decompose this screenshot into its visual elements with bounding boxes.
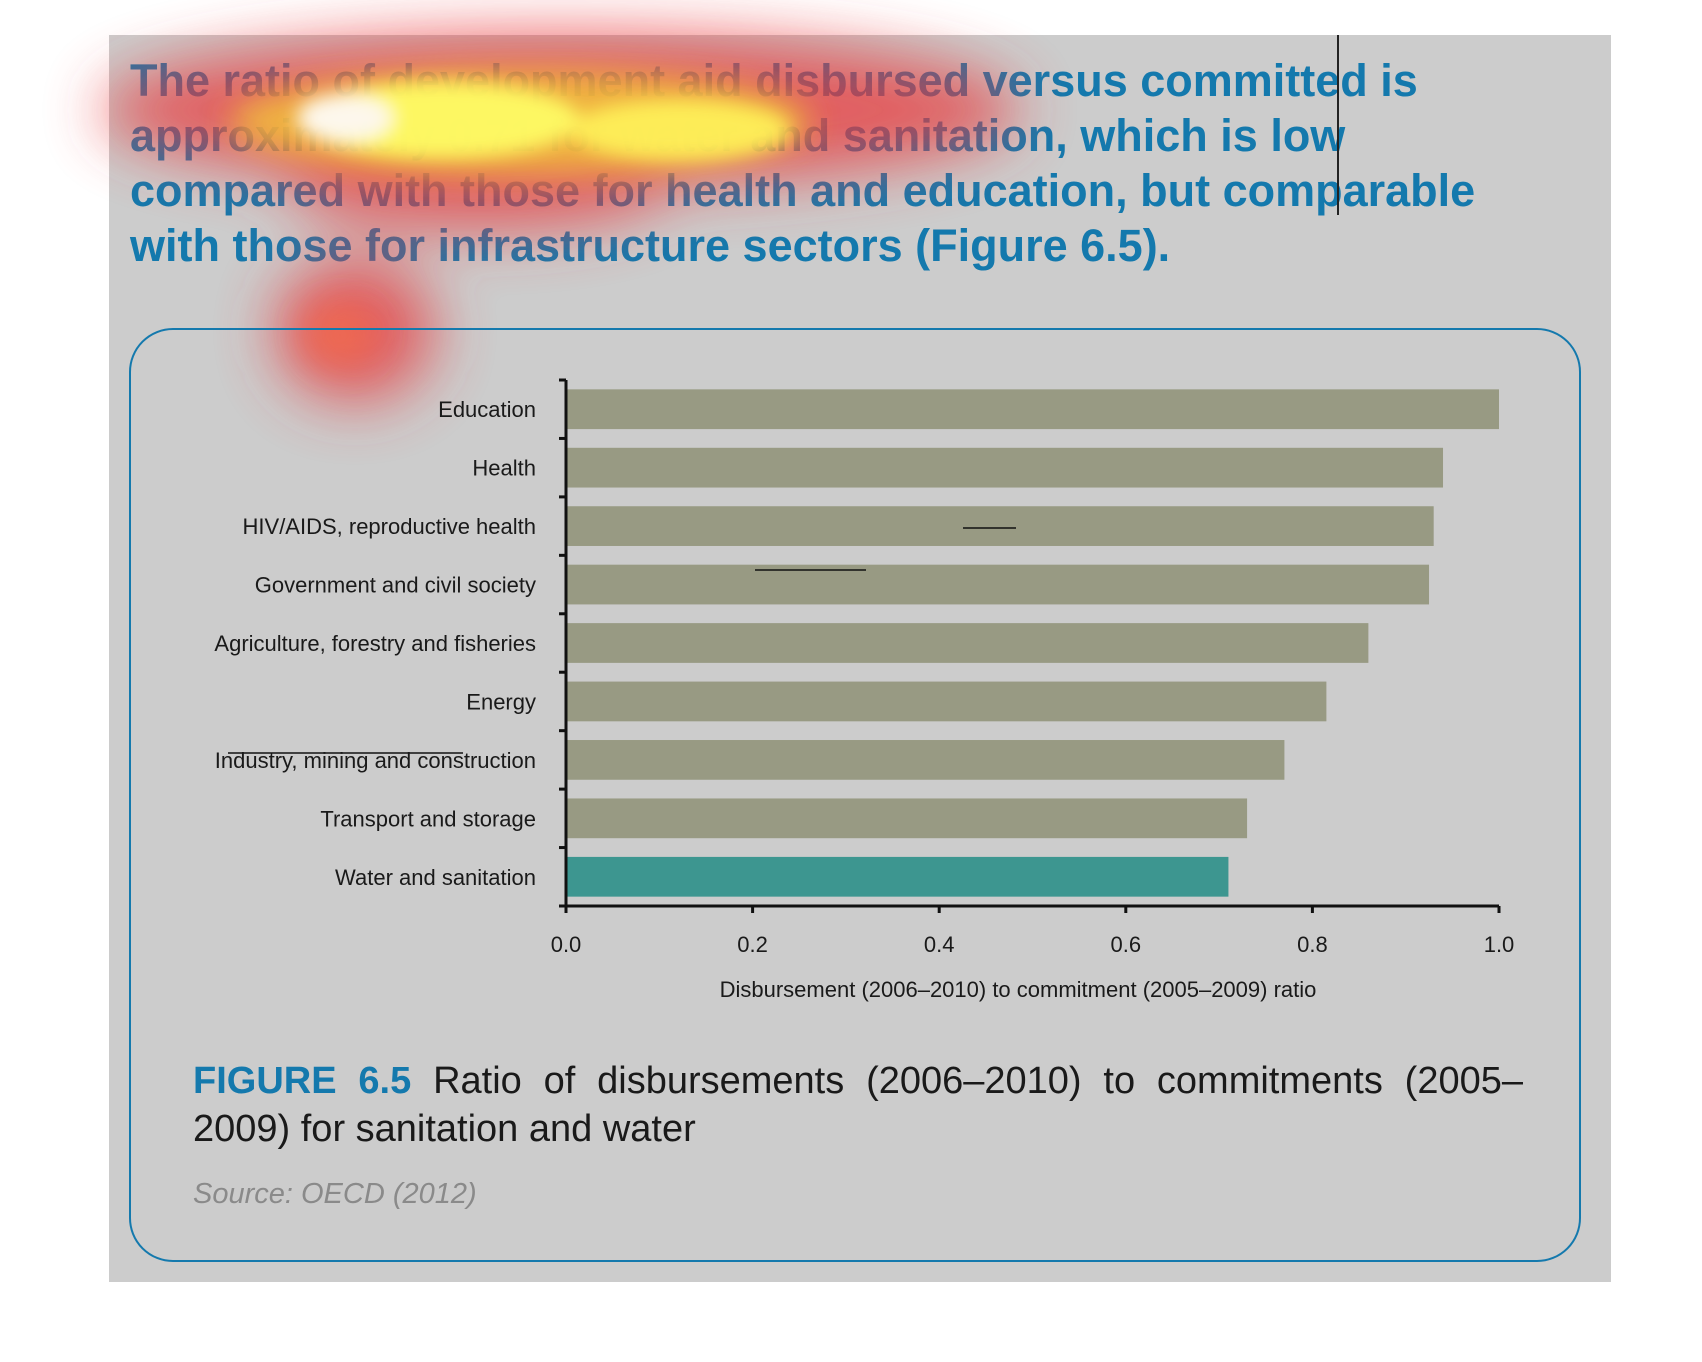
- x-axis-title: Disbursement (2006–2010) to commitment (…: [720, 977, 1317, 1002]
- x-tick-label: 0.2: [737, 932, 768, 957]
- x-tick-label: 0.6: [1111, 932, 1142, 957]
- figure-caption: FIGURE 6.5 Ratio of disbursements (2006–…: [193, 1057, 1523, 1153]
- y-tick-label: Energy: [466, 689, 536, 714]
- bar-water-and-sanitation: [566, 856, 1229, 897]
- y-tick-label: Industry, mining and construction: [215, 748, 536, 773]
- figure-source: Source: OECD (2012): [193, 1178, 477, 1210]
- bars-group: [566, 389, 1499, 897]
- bar-transport-and-storage: [566, 798, 1248, 839]
- x-tick-label: 0.0: [551, 932, 582, 957]
- y-tick-label: Government and civil society: [255, 573, 536, 598]
- x-tick-label: 1.0: [1484, 932, 1515, 957]
- y-tick-label: Education: [438, 397, 536, 422]
- stray-marks: [228, 527, 1016, 754]
- bar-energy: [566, 681, 1327, 722]
- figure-frame: [129, 328, 1581, 1262]
- y-tick-label: Agriculture, forestry and fisheries: [214, 631, 536, 656]
- figure-label: FIGURE 6.5: [193, 1060, 412, 1102]
- bar-hiv-aids-reproductive-health: [566, 506, 1434, 546]
- y-tick-label: Water and sanitation: [335, 865, 536, 890]
- bar-industry-mining-and-construction: [566, 740, 1285, 780]
- bar-agriculture-forestry-and-fisheries: [566, 623, 1369, 663]
- x-axis: 0.0 0.2 0.4 0.6 0.8 1.0: [551, 904, 1515, 957]
- bar-education: [566, 389, 1499, 430]
- figure-caption-text: Ratio of disbursements (2006–2010) to co…: [193, 1060, 1523, 1150]
- y-tick-label: HIV/AIDS, reproductive health: [243, 514, 536, 539]
- x-tick-label: 0.8: [1297, 932, 1328, 957]
- bar-government-and-civil-society: [566, 564, 1430, 605]
- x-tick-label: 0.4: [924, 932, 955, 957]
- y-axis: Education Health HIV/AIDS, reproductive he…: [214, 378, 568, 908]
- text-cursor: [1337, 35, 1339, 215]
- bar-health: [566, 447, 1444, 488]
- y-tick-label: Health: [472, 456, 536, 481]
- y-tick-label: Transport and storage: [320, 806, 536, 831]
